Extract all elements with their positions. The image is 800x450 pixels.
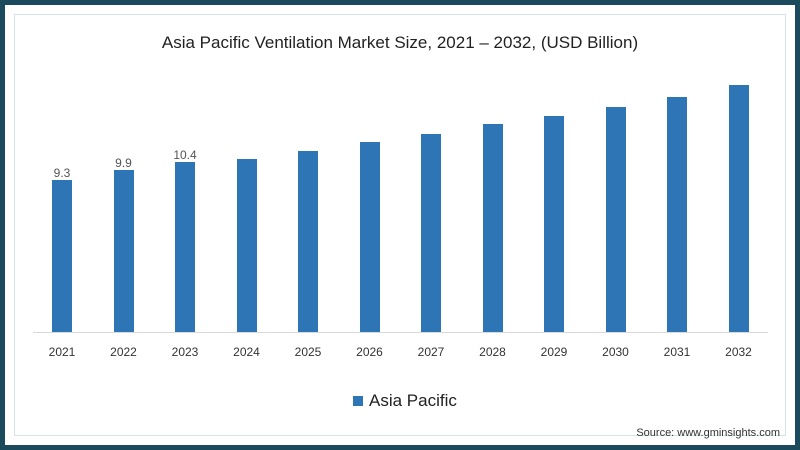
chart-inner-border	[14, 14, 786, 436]
x-tick-label: 2030	[602, 345, 629, 359]
x-tick-label: 2025	[294, 345, 322, 359]
x-tick-label: 2023	[171, 345, 199, 359]
chart-title: Asia Pacific Ventilation Market Size, 20…	[161, 33, 639, 52]
x-tick-label: 2032	[725, 345, 752, 359]
data-label: 10.4	[173, 148, 197, 162]
bar-2027	[421, 134, 441, 332]
legend-label: Asia Pacific	[369, 391, 457, 410]
bar-2025	[298, 151, 318, 332]
data-label: 9.3	[53, 166, 71, 180]
x-tick-label: 2021	[48, 345, 76, 359]
legend: Asia Pacific	[353, 391, 457, 411]
x-tick-label: 2028	[479, 345, 506, 359]
x-tick-label: 2029	[540, 345, 568, 359]
bar-2030	[605, 107, 626, 332]
legend-swatch	[353, 396, 363, 406]
bar-2029	[544, 116, 564, 332]
x-tick-label: 2027	[417, 345, 445, 359]
bar-2021	[52, 180, 72, 332]
x-tick-label: 2026	[356, 345, 383, 359]
bar-2031	[667, 97, 687, 332]
bar-2024	[236, 159, 257, 332]
x-tick-label: 2024	[233, 345, 260, 359]
x-tick-label: 2022	[110, 345, 137, 359]
data-label: 9.9	[115, 156, 132, 170]
bar-2032	[728, 85, 749, 332]
source-note: Source: www.gminsights.com	[636, 427, 780, 439]
x-axis-line	[33, 332, 768, 333]
bar-2023	[175, 162, 195, 332]
x-tick-label: 2031	[663, 345, 691, 359]
bar-2022	[113, 170, 134, 332]
bar-2028	[482, 124, 503, 332]
bar-2026	[359, 142, 380, 332]
